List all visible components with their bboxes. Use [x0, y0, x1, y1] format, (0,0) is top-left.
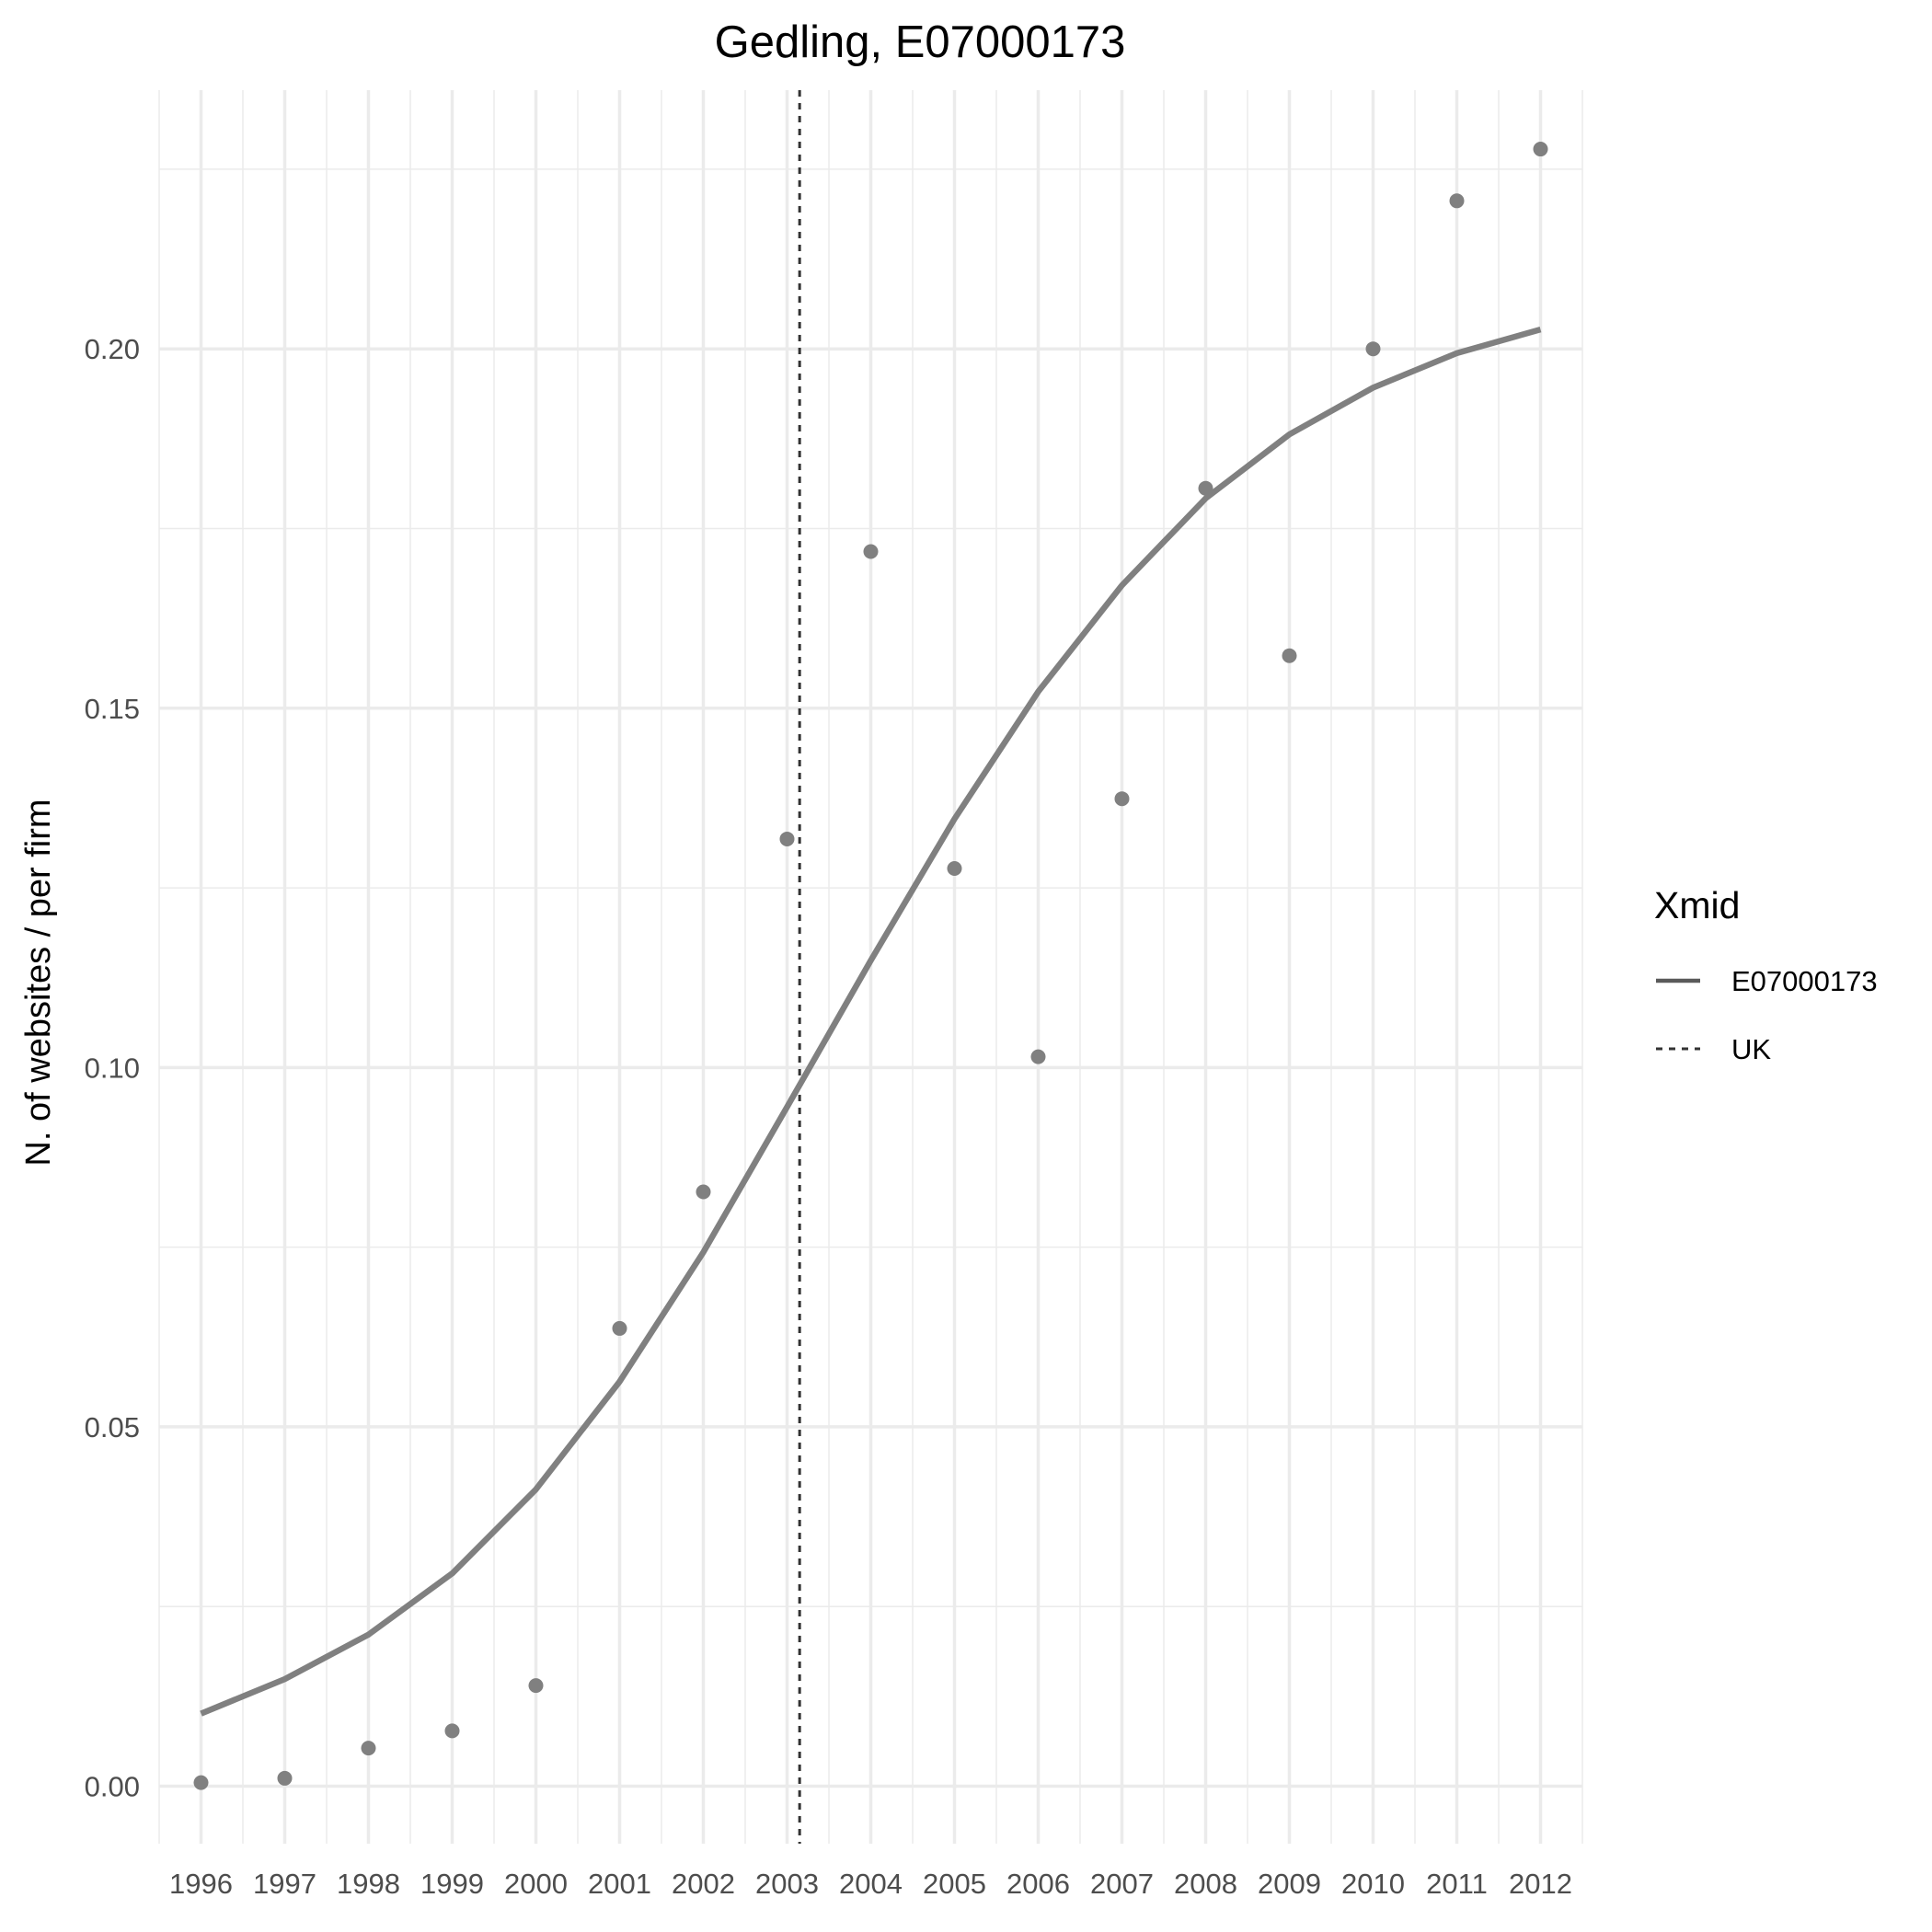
x-tick-label: 1997 [253, 1868, 316, 1900]
data-point [277, 1770, 293, 1786]
legend-label: E07000173 [1731, 965, 1878, 997]
x-tick-label: 2008 [1174, 1868, 1237, 1900]
data-point [696, 1184, 711, 1200]
x-tick-label: 2004 [839, 1868, 903, 1900]
trend-line [200, 326, 1542, 1717]
x-tick-label: 2002 [672, 1868, 735, 1900]
x-tick-label: 2005 [923, 1868, 986, 1900]
x-tick-label: 2003 [755, 1868, 819, 1900]
data-point [1198, 480, 1213, 496]
x-tick-label: 2012 [1509, 1868, 1572, 1900]
x-tick-label: 2001 [588, 1868, 651, 1900]
x-tick-label: 2007 [1090, 1868, 1154, 1900]
gridlines [158, 90, 1583, 1844]
x-tick-label: 1996 [169, 1868, 233, 1900]
tick-labels: 0.00 0.05 0.10 0.15 0.20 1996 1997 1998 1999 2000… [85, 333, 1572, 1900]
data-point [1449, 193, 1465, 209]
y-tick-label: 0.10 [85, 1052, 140, 1084]
x-tick-label: 1999 [420, 1868, 484, 1900]
x-tick-label: 1998 [337, 1868, 400, 1900]
x-tick-label: 2000 [504, 1868, 568, 1900]
x-tick-label: 2006 [1006, 1868, 1070, 1900]
y-tick-label: 0.15 [85, 693, 140, 725]
data-point [1282, 648, 1297, 663]
data-point [863, 544, 879, 559]
data-point [1533, 142, 1548, 157]
x-tick-label: 2010 [1341, 1868, 1405, 1900]
data-point [1365, 341, 1381, 357]
data-point [193, 1775, 209, 1790]
y-tick-label: 0.20 [85, 333, 140, 365]
data-point [1114, 791, 1130, 807]
legend-label: UK [1731, 1033, 1771, 1065]
data-point [1030, 1049, 1046, 1064]
x-tick-label: 2011 [1426, 1868, 1488, 1900]
chart-title: Gedling, E07000173 [715, 17, 1126, 67]
data-point [361, 1741, 376, 1756]
data-point [528, 1678, 544, 1694]
data-point [779, 831, 795, 846]
series [193, 142, 1548, 1790]
legend-items: E07000173 UK [1656, 965, 1878, 1065]
data-point [444, 1723, 460, 1739]
y-tick-label: 0.00 [85, 1771, 140, 1803]
legend-title: Xmid [1654, 884, 1740, 926]
y-tick-label: 0.05 [85, 1411, 140, 1443]
data-point [612, 1320, 627, 1336]
x-tick-label: 2009 [1258, 1868, 1321, 1900]
y-axis-title: N. of websites / per firm [19, 799, 58, 1166]
legend: Xmid E07000173 UK [1654, 884, 1878, 1065]
data-point [947, 860, 962, 876]
